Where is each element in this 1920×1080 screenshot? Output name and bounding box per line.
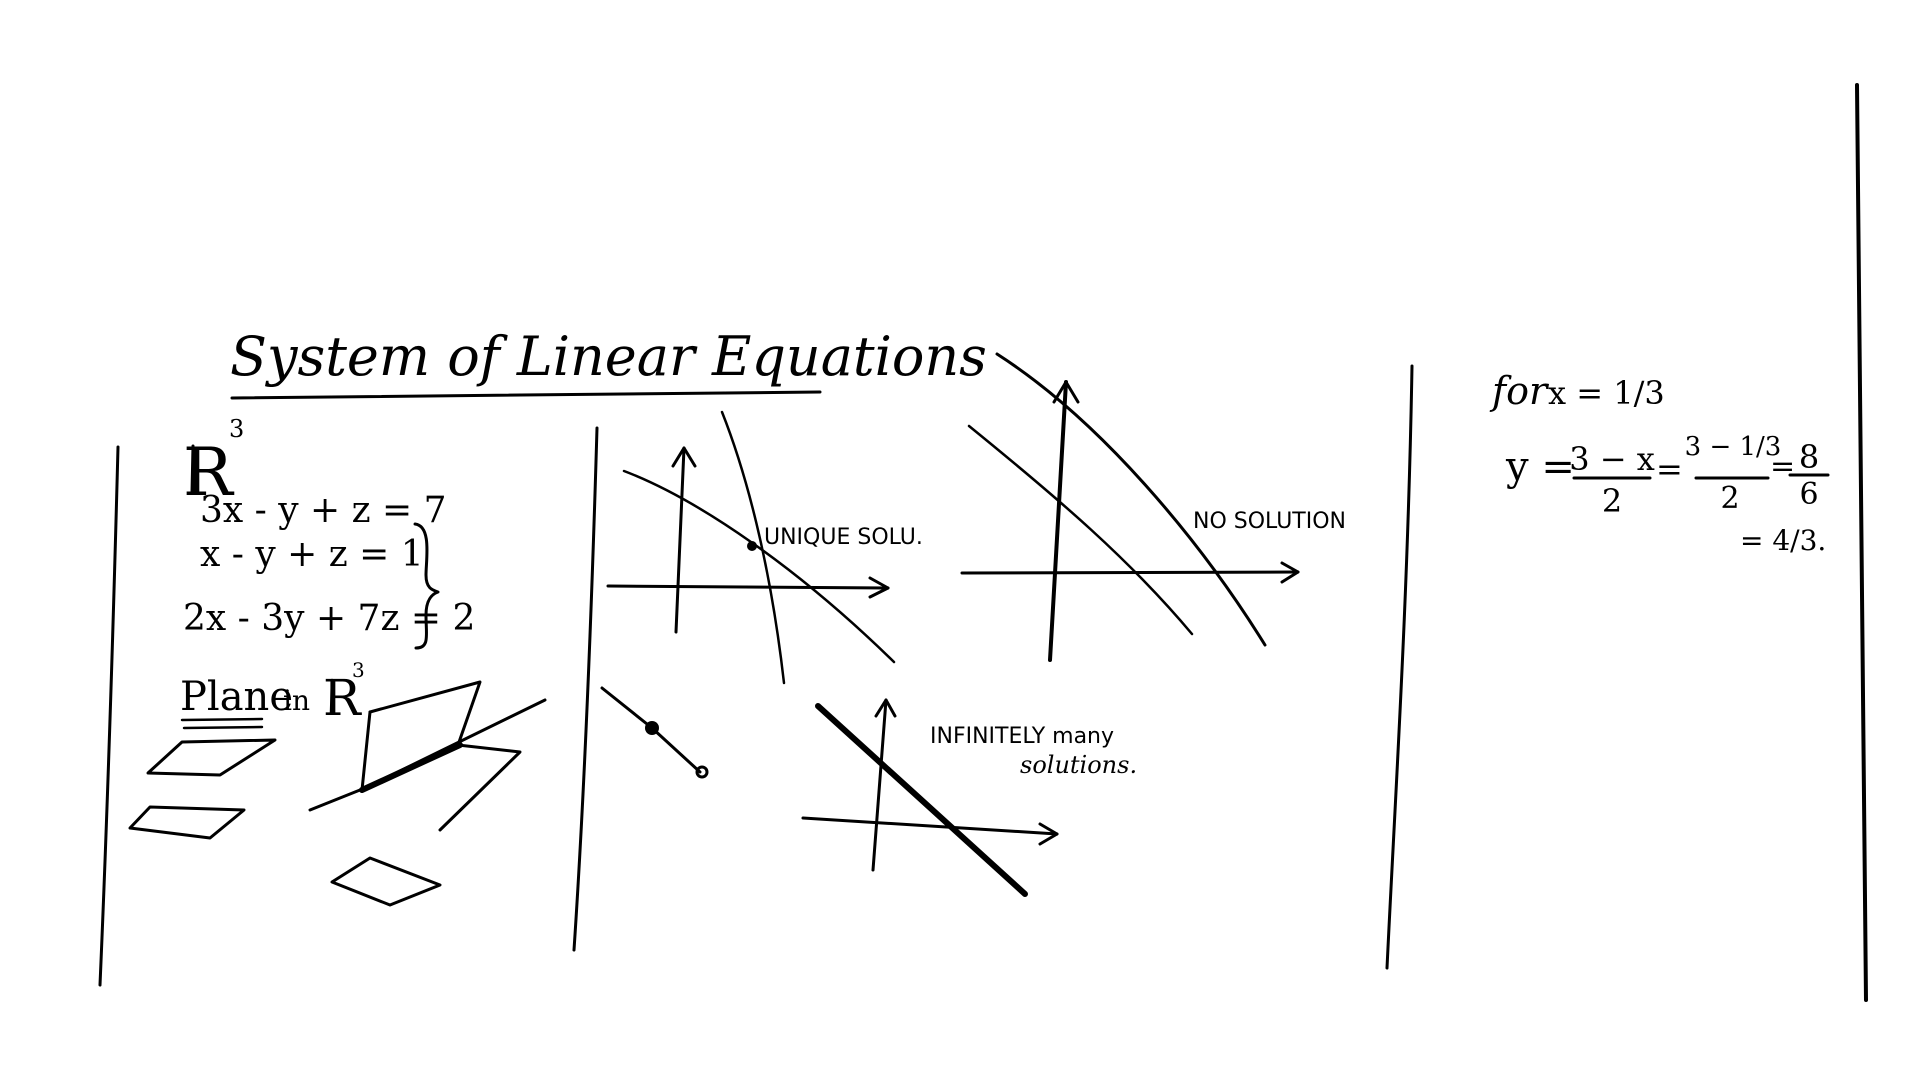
plane-sketch-2 [128, 805, 246, 840]
plane-underline-1 [180, 717, 264, 722]
plane-underline-2 [182, 725, 264, 730]
equals-2: = [1770, 449, 1795, 484]
intersect-plane-b [438, 743, 522, 832]
unique-x-axis [606, 584, 890, 590]
middle-panel: UNIQUE SOLU. NO SOLUTION INFINITELY many… [600, 352, 1346, 897]
equation-2: x - y + z = 1 [200, 534, 424, 575]
dependent-point-1 [645, 721, 659, 735]
divider-left [98, 445, 120, 987]
unique-y-arrow [671, 446, 697, 468]
fraction-2-numerator: 3 − 1/3 [1685, 432, 1782, 462]
unique-label: UNIQUE SOLU. [764, 525, 923, 550]
none-x-arrow [1280, 561, 1300, 584]
title-underline [230, 390, 822, 400]
none-y-arrow [1052, 380, 1080, 404]
infinite-coincident-line [815, 703, 1028, 897]
none-label: NO SOLUTION [1193, 509, 1346, 534]
page-title: System of Linear Equations [230, 325, 987, 388]
fraction-1-numerator: 3 − x [1569, 440, 1655, 478]
fraction-3-denominator: 6 [1799, 477, 1818, 512]
infinite-x-axis [801, 816, 1059, 836]
double-struck-stroke [190, 444, 195, 494]
equals-1: = [1656, 450, 1683, 488]
unique-line-2 [720, 410, 786, 685]
infinite-label-line-1: INFINITELY many [930, 724, 1114, 749]
plane-in-label: in [283, 684, 310, 717]
none-x-axis [960, 570, 1300, 575]
left-panel: R 3 3x - y + z = 7 x - y + z = 1 2x - 3y… [128, 415, 547, 907]
plane-double-struck-stroke [329, 678, 334, 715]
unique-line-1 [622, 469, 896, 664]
none-line-1 [967, 424, 1194, 636]
plane-space-exponent: 3 [352, 658, 365, 682]
plane-sketch-1 [146, 738, 277, 777]
plane-label: Plane [180, 674, 293, 720]
infinite-x-arrow [1038, 822, 1059, 846]
unique-y-axis [674, 446, 686, 634]
fraction-1-denominator: 2 [1602, 482, 1622, 520]
equation-1: 3x - y + z = 7 [200, 490, 447, 531]
right-panel: for x = 1/3 y = 3 − x 2 = 3 − 1/3 2 = 8 … [1489, 369, 1830, 557]
plane-sketch-3 [330, 856, 442, 907]
intersection-line [359, 742, 463, 793]
condition-value: x = 1/3 [1548, 374, 1665, 412]
plane-space-label: R [323, 669, 362, 727]
equation-3: 2x - 3y + 7z = 2 [183, 598, 475, 639]
infinite-y-arrow [874, 698, 897, 718]
unique-intersection-point [747, 541, 757, 551]
divider-right [1385, 364, 1414, 970]
y-equals: y = [1505, 444, 1575, 490]
space-exponent: 3 [229, 415, 244, 443]
infinite-label-line-2: solutions. [1020, 751, 1137, 779]
divider-middle [572, 426, 599, 952]
infinite-y-axis [871, 698, 888, 872]
dependent-point-2 [695, 765, 709, 779]
intersect-plane-a-edge [360, 710, 372, 792]
fraction-3-numerator: 8 [1799, 438, 1819, 476]
none-line-2 [995, 352, 1267, 647]
divider-far-right [1855, 83, 1868, 1002]
condition-prefix: for [1489, 369, 1550, 413]
result-value: = 4/3. [1740, 524, 1826, 557]
none-y-axis [1048, 380, 1068, 662]
system-brace [413, 522, 440, 650]
intersect-plane-a [368, 680, 482, 747]
unique-x-arrow [868, 576, 890, 599]
fraction-2-denominator: 2 [1720, 481, 1739, 516]
